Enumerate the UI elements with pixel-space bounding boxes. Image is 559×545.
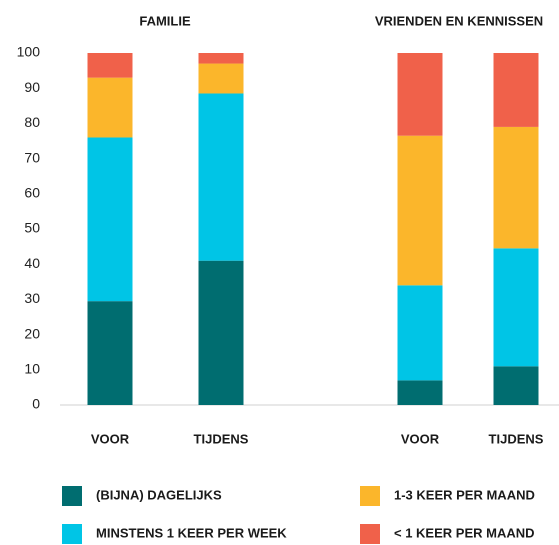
y-tick-label: 50	[24, 220, 40, 236]
bar-segment	[493, 53, 539, 127]
legend-label: 1-3 KEER PER MAAND	[394, 487, 535, 502]
bar-segment	[87, 53, 133, 78]
bar-segment	[397, 380, 443, 405]
x-tick-label: VOOR	[91, 431, 130, 446]
bar-segment	[397, 135, 443, 286]
group-title: VRIENDEN EN KENNISSEN	[375, 13, 543, 28]
y-tick-label: 10	[24, 361, 40, 377]
x-tick-label: TIJDENS	[194, 431, 249, 446]
bar-segment	[493, 366, 539, 405]
bar-segment	[198, 93, 244, 261]
y-tick-label: 60	[24, 185, 40, 201]
legend-swatch	[360, 486, 380, 506]
group-title: FAMILIE	[139, 13, 191, 28]
x-tick-label: VOOR	[401, 431, 440, 446]
legend-label: (BIJNA) DAGELIJKS	[96, 487, 222, 502]
y-tick-label: 90	[24, 79, 40, 95]
bar-segment	[87, 301, 133, 405]
bar-segment	[397, 285, 443, 381]
legend-label: < 1 KEER PER MAAND	[394, 525, 535, 540]
y-tick-label: 40	[24, 255, 40, 271]
legend-swatch	[62, 524, 82, 544]
y-tick-label: 30	[24, 290, 40, 306]
y-tick-label: 0	[32, 396, 40, 412]
bar-segment	[87, 137, 133, 302]
bar-segment	[493, 248, 539, 367]
bar-segment	[87, 77, 133, 138]
bar-segment	[198, 260, 244, 405]
y-tick-label: 80	[24, 114, 40, 130]
bar-segment	[397, 53, 443, 136]
y-tick-label: 70	[24, 149, 40, 165]
y-tick-label: 20	[24, 325, 40, 341]
x-tick-label: TIJDENS	[489, 431, 544, 446]
bar-segment	[198, 53, 244, 64]
legend-label: MINSTENS 1 KEER PER WEEK	[96, 525, 287, 540]
y-tick-label: 100	[17, 44, 41, 60]
legend-swatch	[360, 524, 380, 544]
bar-segment	[198, 63, 244, 94]
legend-swatch	[62, 486, 82, 506]
bar-segment	[493, 126, 539, 249]
